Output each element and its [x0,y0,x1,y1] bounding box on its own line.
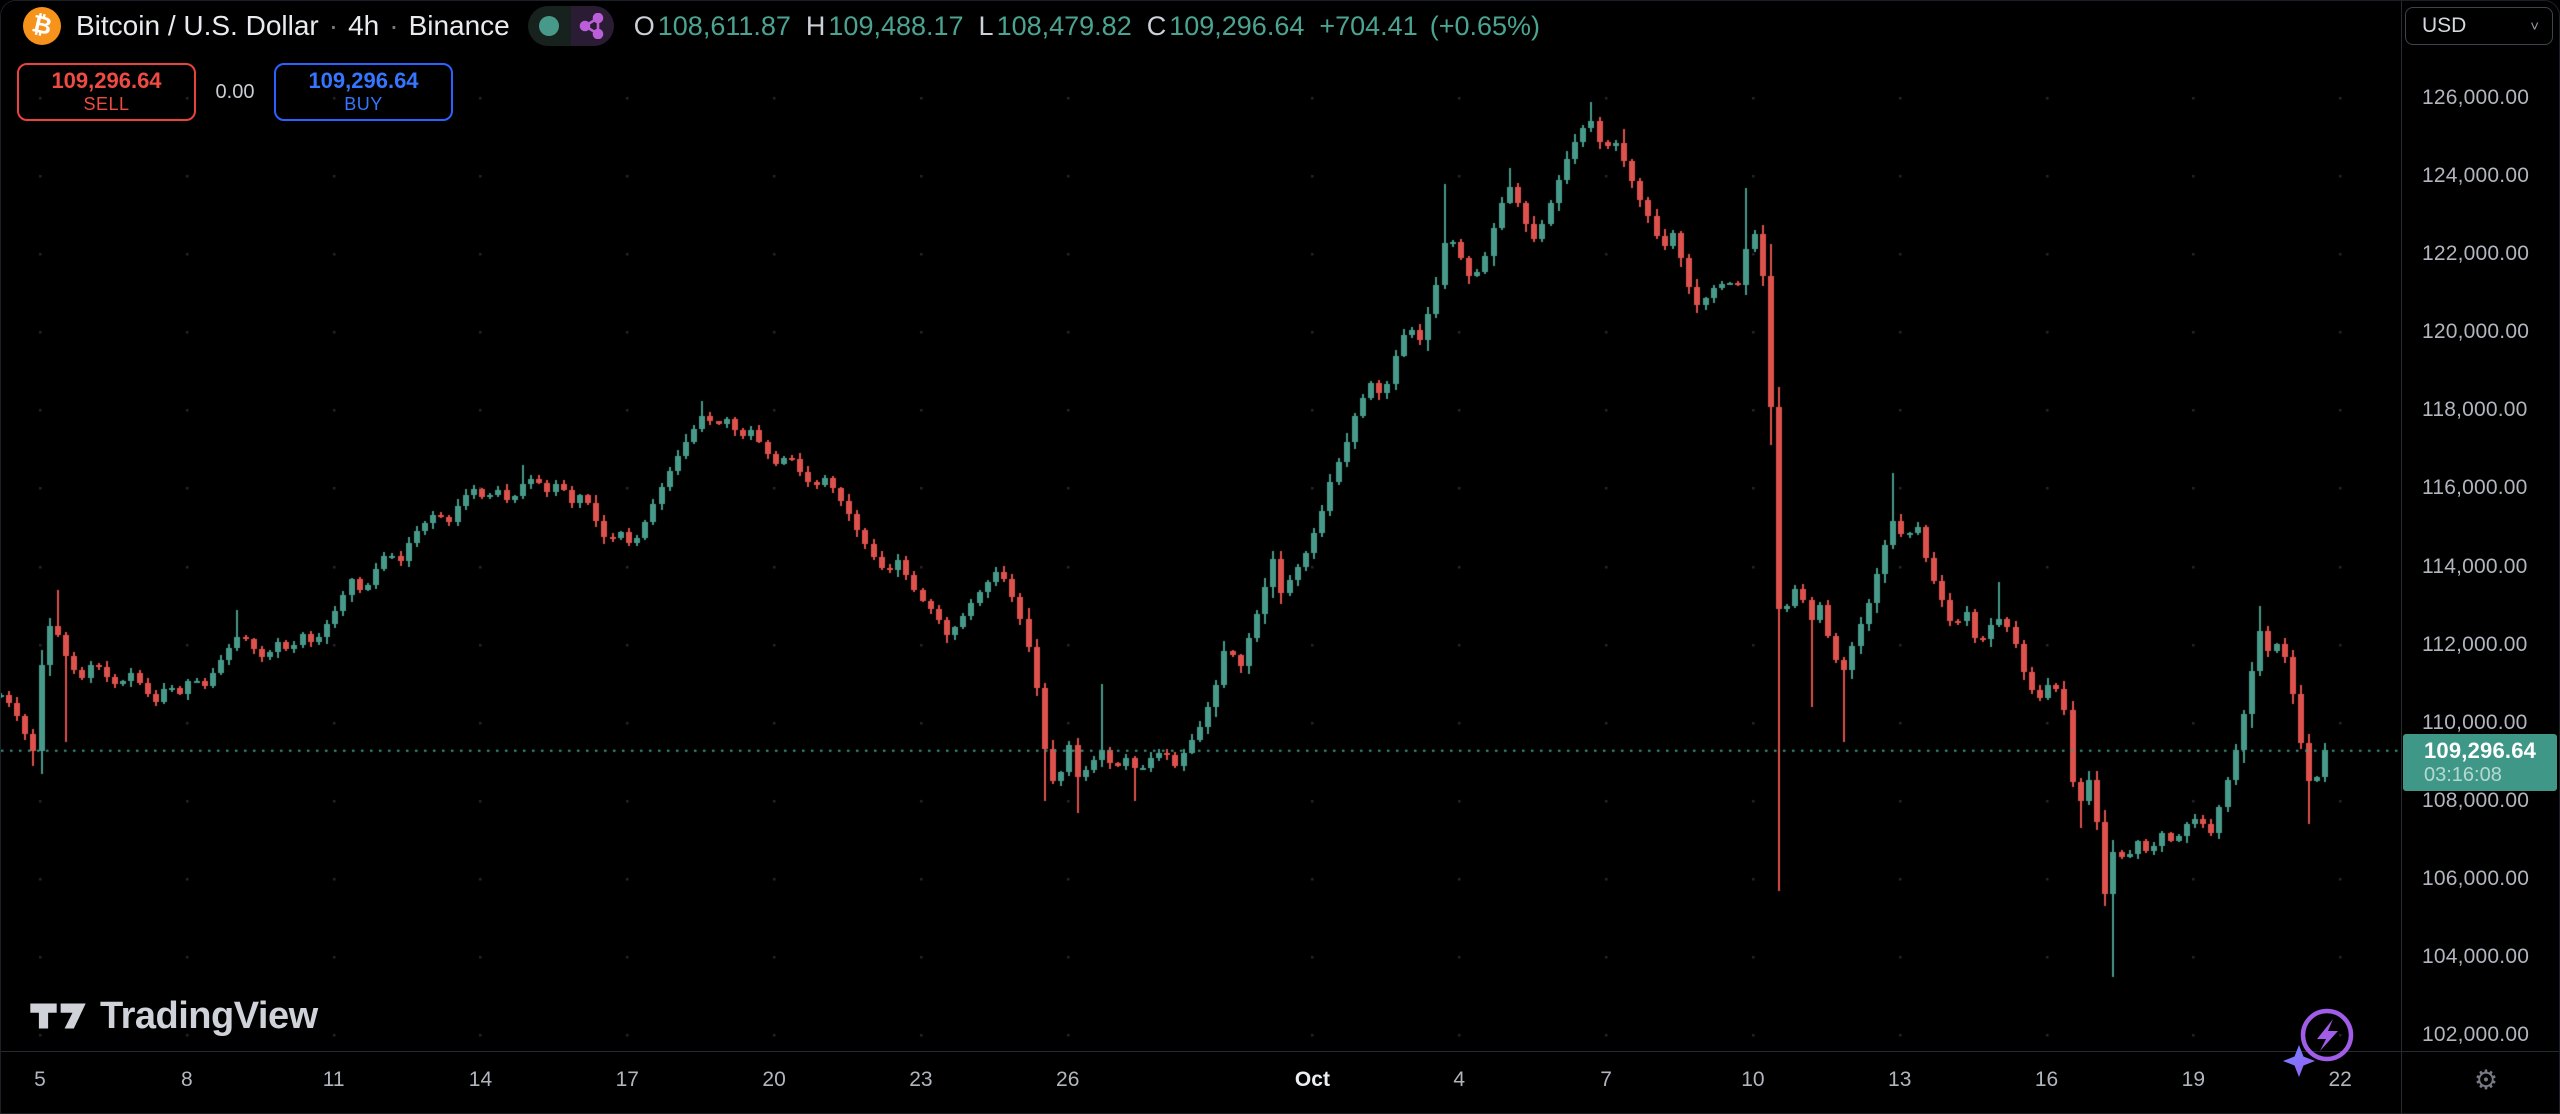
time-tick-label: Oct [1294,1068,1330,1091]
interval-label: 4h [348,10,380,41]
low-label: L [978,10,994,41]
last-price-label: 109,296.64 03:16:08 [2403,734,2557,792]
price-tick-label: 120,000.00 [2422,320,2530,344]
tradingview-logo-icon [30,1003,86,1029]
open-value: 108,611.87 [657,10,791,41]
open-label: O [633,10,655,41]
time-tick-label: 26 [1056,1068,1080,1091]
price-tick-label: 118,000.00 [2422,398,2528,422]
price-tick-label: 108,000.00 [2422,788,2530,812]
price-tick-label: 110,000.00 [2422,710,2528,734]
time-axis[interactable]: 5 8 11 14 17 20 23 26 Oct 4 7 10 13 16 19 22 [1,1052,2401,1113]
time-tick-label: 7 [1600,1068,1612,1091]
sell-button[interactable]: 109,296.64 SELL [17,63,196,121]
price-axis-separator [2401,1,2402,1113]
time-tick-label: 16 [2034,1068,2059,1091]
trade-panel: 109,296.64 SELL 0.00 109,296.64 BUY [17,63,453,121]
sell-price: 109,296.64 [51,68,162,94]
market-open-dot-icon [539,16,560,36]
price-tick-label: 104,000.00 [2422,945,2530,969]
lightning-circle-icon [2283,1008,2354,1077]
price-tick-label: 122,000.00 [2422,242,2530,266]
candle-countdown: 03:16:08 [2424,764,2502,787]
price-tick-label: 112,000.00 [2422,632,2528,656]
market-status-button[interactable] [527,6,571,46]
bitcoin-glyph: ₿ [29,10,55,41]
spread-value: 0.00 [215,80,255,103]
gear-icon: ⚙ [2473,1065,2499,1095]
buy-button[interactable]: 109,296.64 BUY [274,63,453,121]
time-tick-label: 5 [34,1068,46,1091]
tradingview-logo-link[interactable]: TradingView [29,993,318,1039]
low-value: 108,479.82 [996,10,1132,41]
ohlc-readout: O 108,611.87 H 109,488.17 L 108,479.82 C… [634,11,1552,42]
change-percent: (+0.65%) [1429,10,1541,41]
tradingview-logo-text: TradingView [100,994,318,1037]
time-tick-label: 17 [615,1068,639,1091]
time-tick-label: 19 [2181,1068,2206,1091]
time-tick-label: 4 [1453,1068,1466,1091]
price-tick-label: 124,000.00 [2422,164,2530,188]
symbol-name: Bitcoin / U.S. Dollar [76,10,319,41]
spark-button[interactable] [2283,1001,2363,1081]
sell-label: SELL [83,94,130,115]
time-axis-settings-button[interactable]: ⚙ [2469,1063,2503,1097]
candlestick-chart[interactable] [1,1,2401,1051]
symbol-title[interactable]: Bitcoin / U.S. Dollar · 4h · Binance [76,10,510,42]
exchange-label: Binance [408,10,510,41]
price-tick-label: 102,000.00 [2422,1023,2530,1047]
high-label: H [805,10,826,41]
share-icon [579,13,604,39]
time-axis-separator [1,1051,2559,1052]
time-tick-label: 8 [180,1068,193,1091]
change-value: +704.41 [1319,10,1418,41]
share-button[interactable] [570,6,614,46]
separator: · [389,10,399,41]
time-tick-label: 11 [322,1068,345,1091]
buy-label: BUY [344,94,383,115]
time-tick-label: 10 [1741,1068,1765,1091]
high-value: 109,488.17 [828,10,964,41]
price-tick-label: 106,000.00 [2422,866,2530,890]
currency-value: USD [2422,14,2467,37]
price-axis[interactable]: 109,296.64 03:16:08 126,000.00 124,000.00… [2402,1,2559,1051]
time-tick-label: 20 [762,1068,786,1091]
close-label: C [1146,10,1167,41]
separator: · [328,10,339,41]
symbol-header: ₿ Bitcoin / U.S. Dollar · 4h · Binance [23,5,1552,47]
price-tick-label: 114,000.00 [2422,554,2528,578]
time-tick-label: 14 [468,1068,493,1091]
chevron-down-icon: ˅ [2530,17,2539,35]
currency-selector[interactable]: USD ˅ [2405,7,2553,45]
status-pill [527,6,614,46]
buy-price: 109,296.64 [308,68,419,94]
price-tick-label: 116,000.00 [2422,476,2528,500]
time-tick-label: 22 [2328,1068,2352,1091]
close-value: 109,296.64 [1169,10,1305,41]
last-price-value: 109,296.64 [2424,738,2537,764]
price-tick-label: 126,000.00 [2422,85,2530,109]
time-tick-label: 23 [909,1068,933,1091]
time-tick-label: 13 [1888,1068,1912,1091]
bitcoin-icon: ₿ [23,7,61,45]
